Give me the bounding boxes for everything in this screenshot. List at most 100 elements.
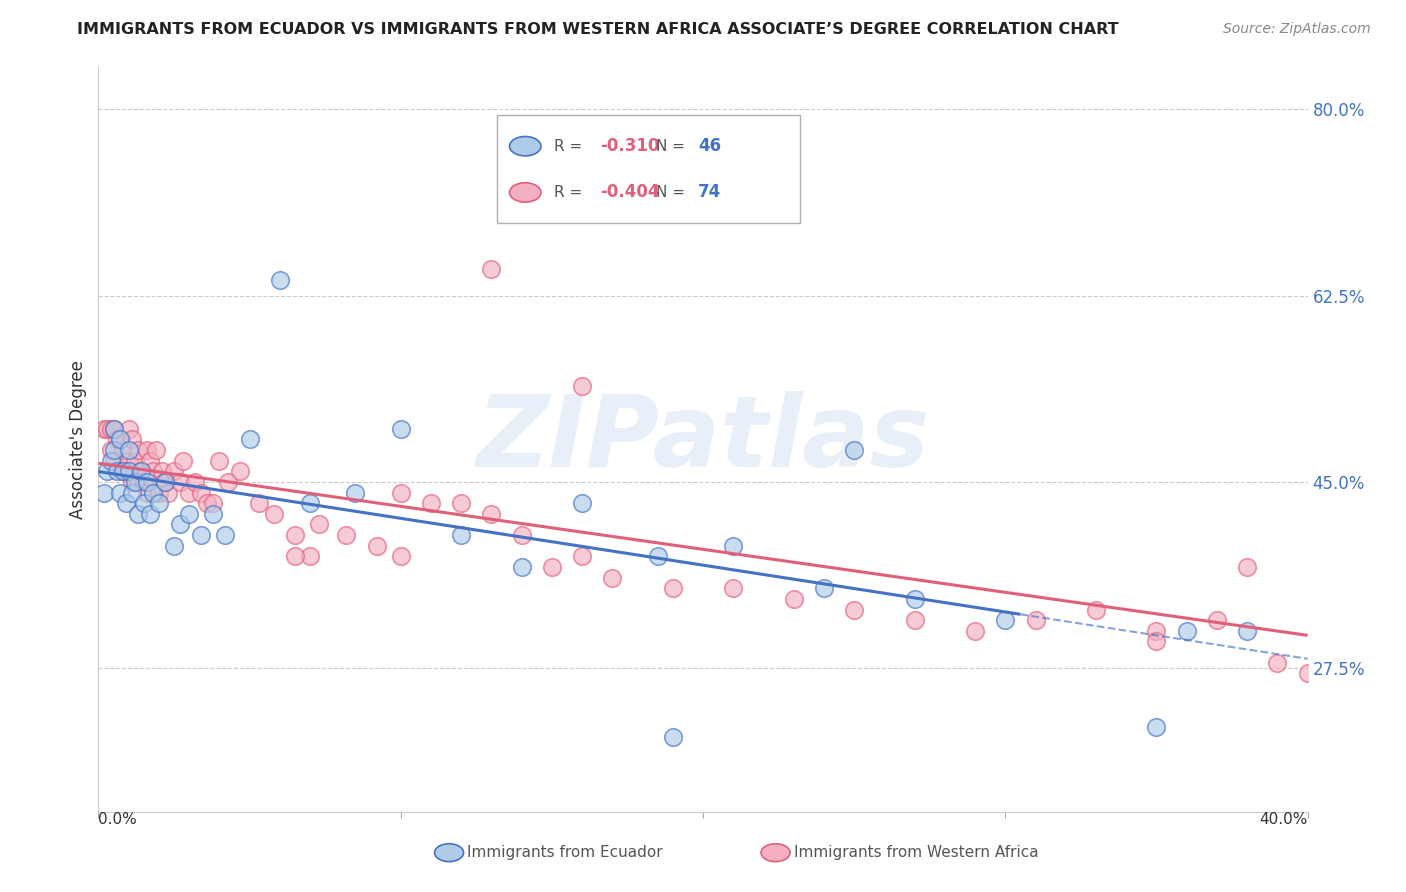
Point	[202, 507, 225, 521]
Point	[169, 517, 191, 532]
Text: Immigrants from Western Africa: Immigrants from Western Africa	[793, 846, 1038, 860]
Text: Immigrants from Ecuador: Immigrants from Ecuador	[467, 846, 662, 860]
Point	[965, 624, 987, 638]
Text: -0.404: -0.404	[600, 184, 659, 202]
Point	[239, 433, 262, 447]
Point	[299, 496, 322, 510]
Point	[208, 453, 231, 467]
Point	[813, 582, 835, 596]
Point	[844, 442, 866, 457]
Point	[284, 528, 307, 542]
Point	[1024, 613, 1046, 627]
Point	[163, 464, 186, 478]
Point	[602, 571, 624, 585]
Point	[172, 453, 194, 467]
Text: N =: N =	[655, 138, 690, 153]
Point	[994, 613, 1017, 627]
Point	[540, 560, 562, 574]
Point	[163, 539, 186, 553]
Point	[844, 602, 866, 616]
Point	[142, 485, 165, 500]
Point	[308, 517, 330, 532]
Point	[661, 730, 683, 744]
Point	[111, 464, 134, 478]
Point	[1144, 720, 1167, 734]
Point	[481, 507, 503, 521]
Point	[127, 475, 149, 489]
Text: 0.0%: 0.0%	[98, 812, 138, 827]
Point	[132, 475, 155, 489]
FancyBboxPatch shape	[498, 115, 800, 223]
Point	[114, 464, 136, 478]
Point	[783, 591, 806, 606]
Text: Source: ZipAtlas.com: Source: ZipAtlas.com	[1223, 22, 1371, 37]
Point	[389, 485, 412, 500]
Point	[904, 591, 927, 606]
Point	[153, 475, 176, 489]
Point	[214, 528, 236, 542]
Point	[269, 273, 291, 287]
Point	[142, 464, 165, 478]
Point	[284, 549, 307, 564]
Point	[179, 485, 201, 500]
Point	[344, 485, 367, 500]
Point	[118, 422, 141, 436]
Point	[1236, 560, 1258, 574]
Text: N =: N =	[655, 185, 690, 200]
Point	[184, 475, 207, 489]
Point	[124, 475, 146, 489]
Point	[389, 422, 412, 436]
Point	[100, 453, 122, 467]
Point	[114, 496, 136, 510]
Text: R =: R =	[554, 138, 588, 153]
Point	[1085, 602, 1108, 616]
Point	[148, 485, 170, 500]
Point	[124, 453, 146, 467]
Point	[96, 464, 118, 478]
Point	[105, 433, 128, 447]
Point	[118, 442, 141, 457]
Point	[661, 582, 683, 596]
Point	[121, 485, 143, 500]
Point	[904, 613, 927, 627]
Point	[121, 433, 143, 447]
Point	[135, 485, 157, 500]
Point	[118, 453, 141, 467]
Circle shape	[509, 183, 541, 202]
Point	[1236, 624, 1258, 638]
Point	[127, 507, 149, 521]
Point	[217, 475, 239, 489]
Point	[571, 379, 593, 393]
Point	[510, 560, 533, 574]
Point	[139, 507, 162, 521]
Point	[132, 496, 155, 510]
Point	[145, 442, 167, 457]
Point	[111, 442, 134, 457]
Point	[156, 485, 179, 500]
Text: 40.0%: 40.0%	[1260, 812, 1308, 827]
Point	[571, 549, 593, 564]
Circle shape	[509, 136, 541, 156]
Point	[510, 528, 533, 542]
Point	[450, 528, 472, 542]
Point	[1144, 634, 1167, 648]
Point	[450, 496, 472, 510]
Point	[723, 539, 745, 553]
Point	[93, 485, 115, 500]
Point	[135, 475, 157, 489]
Point	[100, 442, 122, 457]
Point	[420, 496, 443, 510]
Text: R =: R =	[554, 185, 588, 200]
Text: 74: 74	[699, 184, 721, 202]
Point	[179, 507, 201, 521]
Point	[93, 422, 115, 436]
Point	[111, 464, 134, 478]
Point	[190, 485, 212, 500]
Point	[108, 433, 131, 447]
Point	[1175, 624, 1198, 638]
Point	[108, 433, 131, 447]
Point	[148, 496, 170, 510]
Point	[139, 453, 162, 467]
Point	[247, 496, 270, 510]
Point	[105, 464, 128, 478]
